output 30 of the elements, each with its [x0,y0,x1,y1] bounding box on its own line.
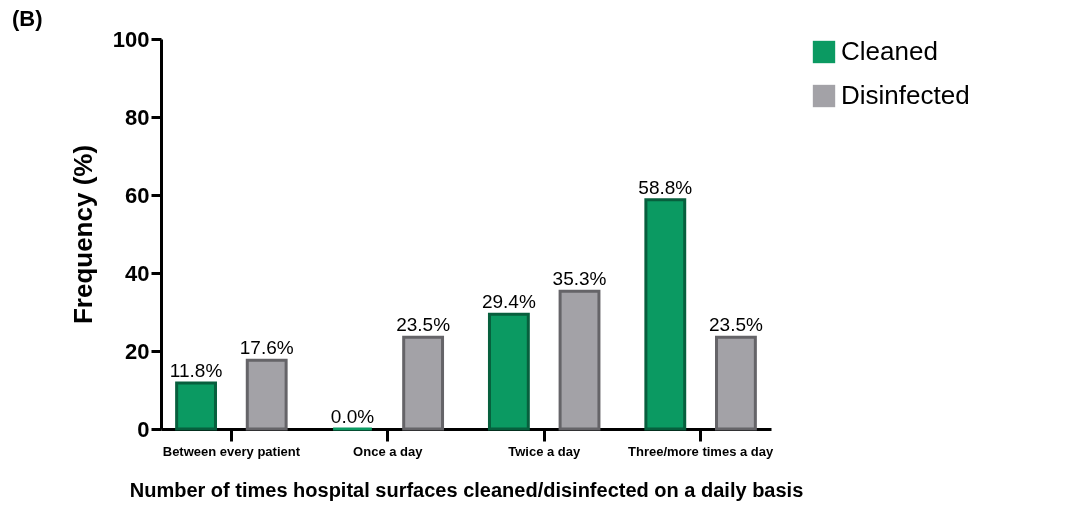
y-tick-label: 100 [112,26,150,52]
bar [715,335,757,431]
bar [402,335,445,431]
text: (B) [12,6,43,32]
y-tick-label: 0 [137,416,150,442]
x-tick-label: Between every patient [162,443,301,459]
data-label: 35.3% [552,268,607,290]
data-label: 17.6% [239,337,294,359]
y-tick-label: 40 [125,260,150,286]
data-label: 11.8% [169,359,223,381]
bar [175,381,217,431]
legend-label: Cleaned [841,36,938,66]
data-label: 0.0% [330,406,375,427]
x-axis-title: Number of times hospital surfaces cleaned/disinfected on a daily basis [129,478,804,501]
x-tick-label: Twice a day [508,443,581,459]
x-tick-label: Three/more times a day [628,443,774,459]
data-label: 23.5% [396,314,451,336]
y-tick-label: 80 [125,104,150,130]
data-label: 23.5% [709,314,763,336]
y-axis-title: Frequency (%) [67,144,98,325]
y-tick-label: 60 [125,182,150,208]
data-label: 29.4% [481,291,536,313]
bar [487,312,530,431]
data-label: 58.8% [638,176,693,198]
bar [245,358,288,431]
bar [558,289,601,431]
legend-label: Disinfected [841,80,970,110]
x-tick-label: Once a day [353,443,424,459]
y-tick-label: 20 [125,338,150,364]
bar [644,198,687,431]
